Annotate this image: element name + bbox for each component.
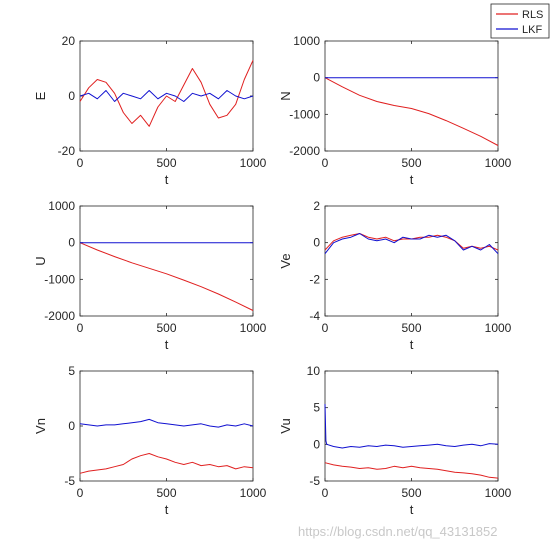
y-tick-label: 5: [68, 364, 75, 378]
x-tick-label: 500: [156, 486, 176, 500]
y-tick-label: -4: [309, 309, 320, 323]
x-tick-label: 1000: [485, 156, 512, 170]
y-tick-label: 0: [313, 71, 320, 85]
x-tick-label: 0: [77, 486, 84, 500]
y-tick-label: -5: [64, 474, 75, 488]
series-line-lkf: [79, 90, 254, 102]
series-line-rls: [324, 77, 499, 146]
y-tick-label: 0: [68, 89, 75, 103]
y-axis-label: Vn: [33, 418, 48, 434]
axes-box: [324, 370, 499, 482]
x-tick-label: 0: [322, 321, 329, 335]
x-tick-label: 500: [156, 156, 176, 170]
legend-label-rls: RLS: [522, 9, 543, 21]
x-tick-label: 500: [156, 321, 176, 335]
y-tick-label: -20: [58, 144, 76, 158]
x-axis-label: t: [165, 502, 169, 517]
y-tick-label: -1000: [44, 272, 75, 286]
y-tick-label: 1000: [293, 34, 320, 48]
y-tick-label: -2: [309, 272, 320, 286]
x-axis-label: t: [165, 337, 169, 352]
x-tick-label: 1000: [240, 156, 267, 170]
x-axis-label: t: [410, 502, 414, 517]
y-tick-label: 0: [313, 437, 320, 451]
y-tick-label: 5: [313, 401, 320, 415]
legend-label-lkf: LKF: [522, 24, 542, 36]
x-tick-label: 500: [401, 156, 421, 170]
x-axis-label: t: [165, 172, 169, 187]
axes-box: [79, 205, 254, 317]
y-axis-label: E: [33, 91, 48, 100]
x-tick-label: 1000: [240, 486, 267, 500]
y-tick-label: 1000: [48, 199, 75, 213]
series-line-rls: [79, 242, 254, 311]
x-tick-label: 0: [77, 321, 84, 335]
series-line-rls: [79, 60, 254, 127]
series-line-lkf: [324, 233, 499, 255]
y-tick-label: 20: [62, 34, 76, 48]
x-tick-label: 1000: [485, 321, 512, 335]
y-axis-label: Vu: [278, 418, 293, 433]
series-line-lkf: [324, 403, 499, 449]
axes-box: [79, 370, 254, 482]
series-line-lkf: [79, 418, 254, 428]
y-tick-label: 10: [307, 364, 321, 378]
y-tick-label: 0: [313, 236, 320, 250]
x-tick-label: 1000: [485, 486, 512, 500]
y-tick-label: 0: [68, 236, 75, 250]
x-tick-label: 0: [322, 486, 329, 500]
y-tick-label: -5: [309, 474, 320, 488]
x-tick-label: 500: [401, 486, 421, 500]
legend-box: [490, 3, 550, 39]
y-tick-label: 2: [313, 199, 320, 213]
x-tick-label: 500: [401, 321, 421, 335]
series-line-rls: [324, 462, 499, 479]
axes-box: [324, 205, 499, 317]
y-axis-label: Ve: [278, 253, 293, 268]
legend: RLS LKF: [490, 3, 550, 39]
y-axis-label: N: [278, 91, 293, 100]
subplot-u: 0 500 1000 1000 0 -1000 -2000 t U: [33, 199, 267, 352]
subplot-n: 0 500 1000 1000 0 -1000 -2000 t N: [278, 34, 512, 187]
y-tick-label: 0: [68, 419, 75, 433]
y-tick-label: -2000: [289, 144, 320, 158]
x-tick-label: 1000: [240, 321, 267, 335]
y-axis-label: U: [33, 256, 48, 265]
subplot-ve: 0 500 1000 2 0 -2 -4 t Ve: [278, 199, 512, 352]
x-axis-label: t: [410, 172, 414, 187]
y-tick-label: -1000: [289, 107, 320, 121]
x-axis-label: t: [410, 337, 414, 352]
series-line-rls: [79, 453, 254, 474]
watermark: https://blog.csdn.net/qq_43131852: [298, 524, 498, 539]
x-tick-label: 0: [77, 156, 84, 170]
x-tick-label: 0: [322, 156, 329, 170]
y-tick-label: -2000: [44, 309, 75, 323]
axes-box: [324, 40, 499, 152]
